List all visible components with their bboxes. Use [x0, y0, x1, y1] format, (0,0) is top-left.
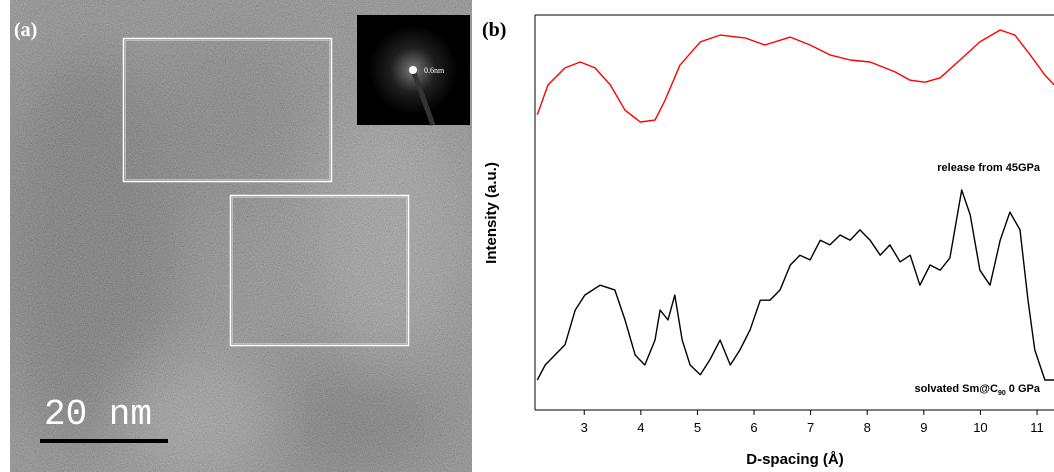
- diffraction-inset: 0.6nm: [357, 15, 470, 126]
- panel-label: (b): [482, 19, 506, 41]
- annotation: solvated Sm@C90 0 GPa: [914, 383, 1040, 397]
- x-tick-label: 3: [581, 420, 588, 435]
- x-tick-label: 6: [750, 420, 757, 435]
- panel-label: (a): [14, 19, 37, 41]
- annotation-subscript: 90: [998, 390, 1006, 397]
- x-tick-label: 7: [807, 420, 814, 435]
- roi-box: [125, 40, 330, 180]
- x-axis-label: D-spacing (Å): [746, 451, 844, 468]
- x-tick-label: 9: [920, 420, 927, 435]
- roi-box: [122, 37, 333, 183]
- scale-bar-label: 20 nm: [44, 394, 152, 435]
- y-axis-label: Intensity (a.u.): [483, 162, 500, 264]
- x-tick-label: 10: [973, 420, 987, 435]
- roi-box: [229, 194, 410, 347]
- series-line: [536, 29, 1054, 123]
- annotation: release from 45GPa: [937, 162, 1041, 174]
- plot-area: [534, 14, 1054, 411]
- inset-label: 0.6nm: [424, 66, 445, 75]
- annotation-text: 0 GPa: [1006, 383, 1041, 395]
- x-tick-label: 4: [637, 420, 644, 435]
- x-tick-label: 5: [694, 420, 701, 435]
- x-tick-label: 11: [1030, 420, 1044, 435]
- annotation-text: solvated Sm@C: [914, 383, 998, 395]
- series-line: [536, 189, 1054, 381]
- x-tick-label: 8: [864, 420, 871, 435]
- roi-box: [232, 197, 407, 344]
